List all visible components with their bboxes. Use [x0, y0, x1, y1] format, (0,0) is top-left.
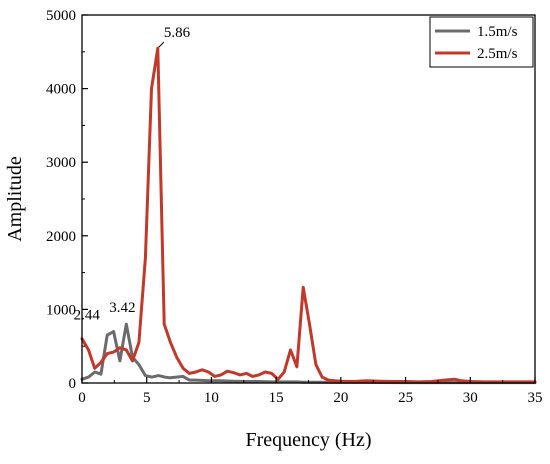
plot-frame: [81, 14, 536, 384]
x-tick-label: 30: [463, 390, 478, 406]
legend: 1.5m/s 2.5m/s: [429, 16, 534, 68]
peak-annotation: 2.44: [74, 307, 101, 323]
y-axis-title: Amplitude: [4, 156, 26, 242]
x-tick-label: 20: [333, 390, 348, 406]
x-tick-label: 35: [528, 390, 543, 406]
legend-label-1-5ms: 1.5m/s: [477, 24, 518, 40]
y-tick-label: 2000: [46, 229, 76, 245]
annotation-layer: 5.86 3.42 2.44: [74, 25, 191, 323]
y-tick-label: 4000: [46, 82, 76, 98]
legend-label-2-5ms: 2.5m/s: [477, 46, 518, 62]
x-axis-title: Frequency (Hz): [245, 429, 371, 451]
axes-layer: 0 5 10 15 20 25 30 35 0 1000 2000 3000 4000 5000: [46, 8, 543, 406]
x-tick-label: 15: [269, 390, 284, 406]
y-tick-label: 3000: [46, 155, 76, 171]
y-tick-label: 5000: [46, 8, 76, 24]
series-layer: [80, 46, 537, 385]
y-tick-label: 0: [69, 376, 77, 392]
x-tick-label: 25: [398, 390, 413, 406]
peak-annotation: 5.86: [164, 25, 191, 41]
x-tick-label: 0: [78, 390, 86, 406]
x-tick-label: 10: [204, 390, 219, 406]
series-line-2-5ms: [80, 46, 537, 384]
y-tick-label: 1000: [46, 302, 76, 318]
peak-annotation: 3.42: [109, 300, 135, 316]
series-line-1-5ms: [80, 322, 537, 385]
x-tick-label: 5: [143, 390, 151, 406]
annotation-leader: [158, 41, 165, 48]
legend-box: [429, 16, 534, 68]
